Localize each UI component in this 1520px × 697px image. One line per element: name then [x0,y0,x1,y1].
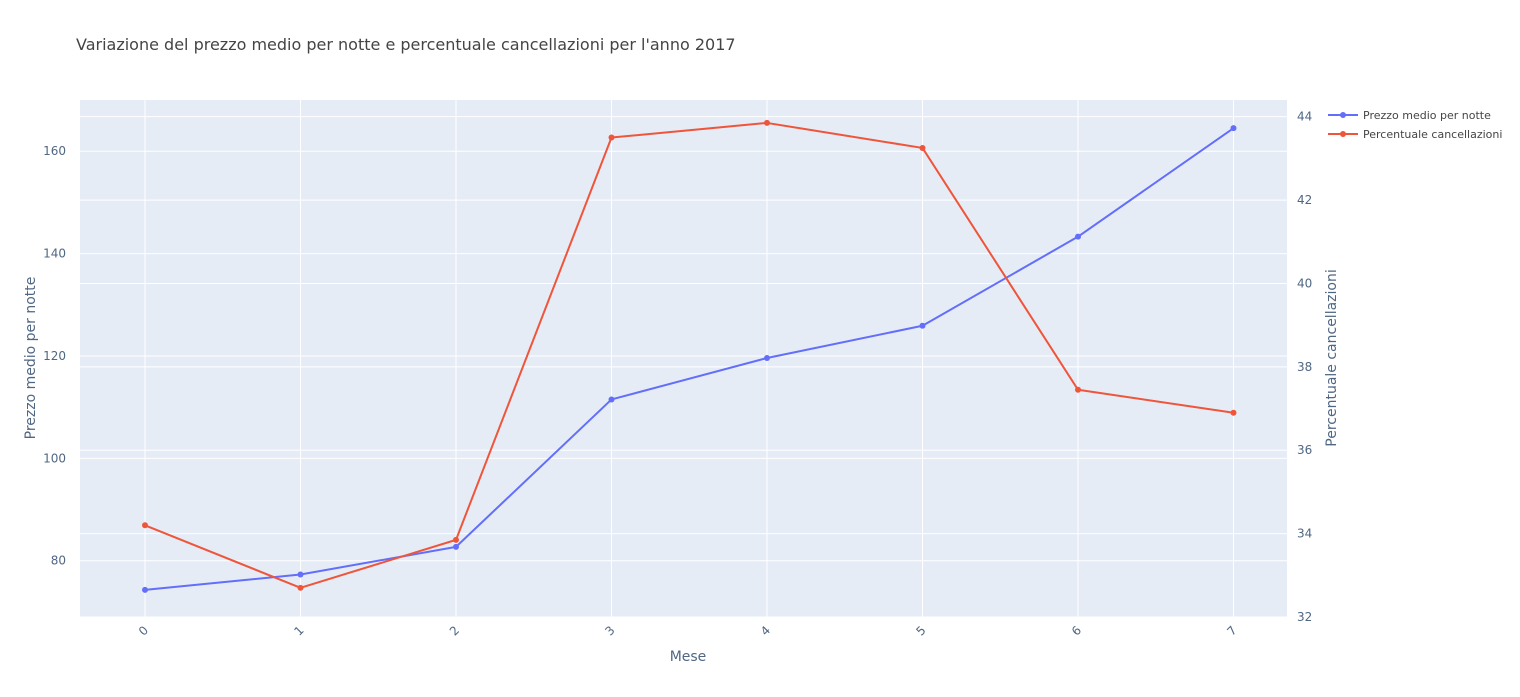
y2-axis-title: Percentuale cancellazioni [1324,269,1340,446]
data-point[interactable] [919,322,926,329]
y2-tick-label: 36 [1297,443,1312,457]
x-tick-label: 2 [447,623,462,638]
y2-tick-labels: 32 34 36 38 40 42 44 [1297,110,1312,624]
y-tick-label: 80 [51,554,66,568]
y-tick-label: 120 [43,349,66,363]
series-cancellazioni [142,119,1237,591]
y2-gridlines [80,116,1287,618]
y2-tick-label: 32 [1297,610,1312,624]
series-layer [142,119,1237,593]
data-point[interactable] [1075,233,1081,240]
y2-tick-label: 44 [1297,110,1312,124]
data-point[interactable] [142,522,148,529]
y-gridlines [80,150,1287,562]
legend-item-cancellazioni[interactable]: Percentuale cancellazioni [1328,128,1502,141]
x-tick-labels: 0 1 2 3 4 5 6 7 [136,623,1240,638]
data-point[interactable] [608,134,615,141]
data-point[interactable] [1230,409,1237,416]
y-axis-title: Prezzo medio per notte [23,277,39,440]
data-point[interactable] [1075,386,1081,393]
y2-tick-label: 34 [1297,527,1312,541]
data-point[interactable] [608,396,615,403]
legend-item-prezzo[interactable]: Prezzo medio per notte [1328,109,1491,122]
plot-area[interactable] [80,100,1287,617]
x-tick-label: 3 [602,623,617,638]
legend-label-cancellazioni: Percentuale cancellazioni [1363,128,1502,141]
legend-label-prezzo: Prezzo medio per notte [1363,109,1491,122]
y-tick-label: 160 [43,144,66,158]
x-tick-label: 7 [1224,623,1239,638]
y-tick-label: 100 [43,451,66,465]
y-tick-labels: 80 100 120 140 160 [43,144,66,568]
x-tick-label: 6 [1069,623,1084,638]
x-tick-label: 5 [913,623,928,638]
data-point[interactable] [919,144,926,151]
x-axis-title: Mese [670,649,707,665]
data-point[interactable] [453,543,459,550]
data-point[interactable] [297,571,304,578]
data-point[interactable] [142,586,148,593]
legend: Prezzo medio per notte Percentuale cance… [1328,109,1502,141]
data-point[interactable] [1230,125,1237,132]
data-point[interactable] [453,536,459,543]
series-line[interactable] [144,121,1234,589]
chart-title: Variazione del prezzo medio per notte e … [76,35,736,54]
y2-tick-label: 38 [1297,360,1312,374]
x-tick-label: 0 [136,623,151,638]
y2-tick-label: 40 [1297,276,1312,290]
data-point[interactable] [764,119,770,126]
y-tick-label: 140 [43,247,66,261]
data-point[interactable] [297,584,304,591]
legend-marker-icon [1340,131,1346,137]
legend-marker-icon [1340,112,1346,118]
data-point[interactable] [764,354,770,361]
x-tick-label: 1 [291,623,306,638]
x-tick-label: 4 [758,623,773,638]
series-line[interactable] [144,127,1235,591]
series-prezzo [142,125,1237,593]
y2-tick-label: 42 [1297,193,1312,207]
